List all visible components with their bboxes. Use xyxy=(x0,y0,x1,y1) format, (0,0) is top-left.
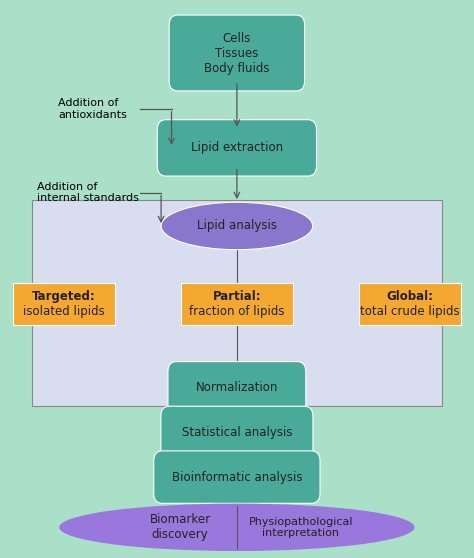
FancyBboxPatch shape xyxy=(154,451,320,503)
Text: Lipid analysis: Lipid analysis xyxy=(197,219,277,233)
Text: Normalization: Normalization xyxy=(196,381,278,395)
Text: Cells
Tissues
Body fluids: Cells Tissues Body fluids xyxy=(204,31,270,75)
Text: Lipid extraction: Lipid extraction xyxy=(191,141,283,155)
Text: Addition of
antioxidants: Addition of antioxidants xyxy=(58,98,127,119)
FancyBboxPatch shape xyxy=(359,283,461,325)
Text: Partial:: Partial: xyxy=(212,290,261,303)
Text: Physiopathological
interpretation: Physiopathological interpretation xyxy=(248,517,353,538)
Text: Biomarker
discovery: Biomarker discovery xyxy=(149,513,210,541)
Text: Addition of
internal standards: Addition of internal standards xyxy=(36,182,138,203)
FancyBboxPatch shape xyxy=(157,120,317,176)
FancyBboxPatch shape xyxy=(168,362,306,414)
Text: Targeted:: Targeted: xyxy=(32,290,96,303)
Text: fraction of lipids: fraction of lipids xyxy=(189,305,285,318)
Ellipse shape xyxy=(161,202,313,250)
Text: isolated lipids: isolated lipids xyxy=(23,305,105,318)
FancyBboxPatch shape xyxy=(32,200,442,406)
Text: Bioinformatic analysis: Bioinformatic analysis xyxy=(172,470,302,484)
Text: Statistical analysis: Statistical analysis xyxy=(182,426,292,439)
FancyBboxPatch shape xyxy=(169,15,305,91)
Ellipse shape xyxy=(59,503,415,551)
FancyBboxPatch shape xyxy=(13,283,115,325)
Text: Global:: Global: xyxy=(386,290,433,303)
FancyBboxPatch shape xyxy=(181,283,292,325)
FancyBboxPatch shape xyxy=(161,406,313,459)
Text: total crude lipids: total crude lipids xyxy=(360,305,460,318)
